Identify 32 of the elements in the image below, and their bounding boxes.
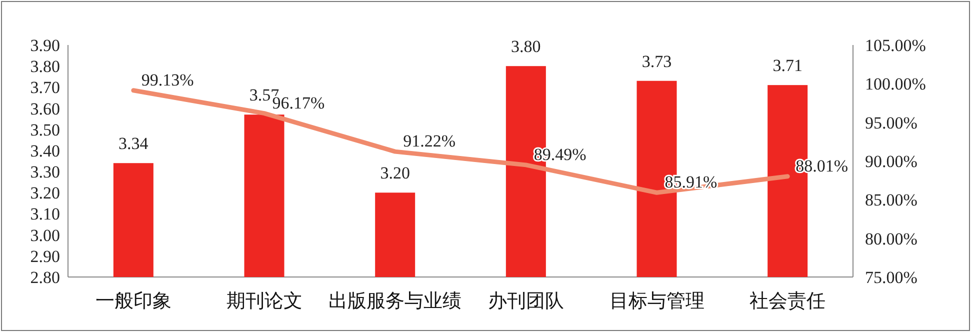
data-label: 3.73	[642, 52, 672, 71]
data-label: 3.20	[380, 164, 410, 183]
x-tick-label: 期刊论文	[226, 291, 302, 312]
data-label: 3.71	[772, 56, 802, 76]
y-tick-label: 3.70	[30, 78, 60, 98]
y-tick-label: 3.60	[30, 99, 60, 118]
y-tick-label: 3.80	[30, 57, 60, 76]
y-tick-label: 3.20	[30, 184, 60, 203]
y-tick-label: 3.00	[30, 226, 60, 245]
y2-tick-label: 85.00%	[865, 190, 918, 210]
data-label: 3.80	[511, 37, 541, 56]
y-tick-label: 3.10	[30, 204, 60, 224]
x-tick-label: 出版服务与业绩	[328, 291, 462, 312]
y-tick-label: 3.50	[30, 120, 60, 140]
x-tick-label: 社会责任	[750, 291, 826, 312]
y-tick-label: 2.80	[30, 268, 60, 287]
data-label: 3.34	[118, 134, 149, 154]
y2-tick-label: 95.00%	[865, 113, 918, 132]
y2-tick-label: 75.00%	[865, 268, 918, 287]
x-tick-label: 目标与管理	[609, 291, 704, 312]
y-tick-label: 3.40	[30, 141, 60, 160]
y2-tick-label: 80.00%	[865, 229, 918, 248]
y-tick-label: 2.90	[30, 246, 60, 266]
y2-tick-label: 90.00%	[865, 152, 918, 171]
x-tick-label: 一般印象	[95, 291, 172, 312]
x-tick-label: 办刊团队	[488, 291, 564, 312]
y-tick-label: 3.30	[30, 162, 60, 182]
y-tick-label: 3.90	[30, 36, 60, 55]
data-label: 91.22%	[403, 132, 456, 151]
y2-tick-label: 105.00%	[865, 36, 926, 55]
data-label: 99.13%	[141, 70, 194, 90]
y2-tick-label: 100.00%	[865, 74, 926, 94]
